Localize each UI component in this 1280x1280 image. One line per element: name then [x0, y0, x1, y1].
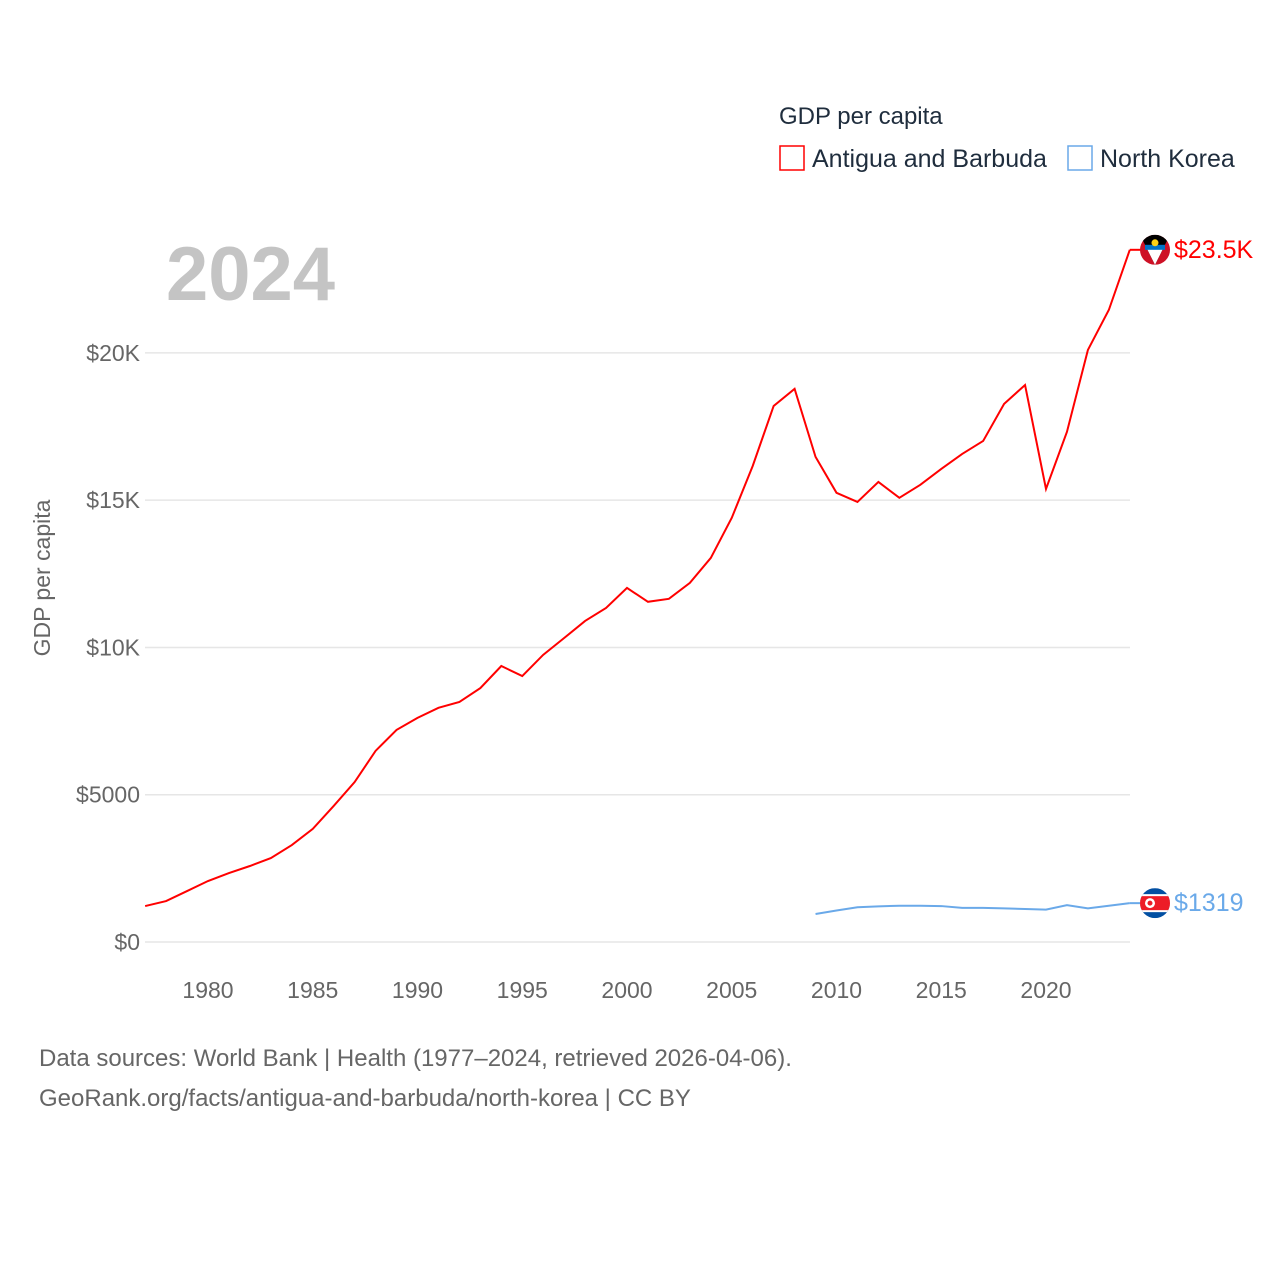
legend-swatch — [779, 145, 805, 171]
x-tick-label: 1985 — [287, 977, 338, 1003]
x-tick-label: 2005 — [706, 977, 757, 1003]
legend-swatch — [1067, 145, 1093, 171]
legend-item[interactable]: North Korea — [1067, 145, 1235, 173]
legend-item[interactable]: Antigua and Barbuda — [779, 145, 1047, 173]
x-tick-label: 2020 — [1020, 977, 1071, 1003]
x-tick-label: 2010 — [811, 977, 862, 1003]
y-tick-label: $10K — [86, 634, 140, 660]
x-tick-label: 1990 — [392, 977, 443, 1003]
legend-label: Antigua and Barbuda — [812, 145, 1047, 173]
legend-label: North Korea — [1100, 145, 1235, 173]
x-tick-label: 1980 — [182, 977, 233, 1003]
series-line — [144, 249, 1131, 908]
end-value-label: $23.5K — [1174, 236, 1254, 264]
y-tick-label: $5000 — [76, 782, 140, 808]
x-tick-label: 2000 — [601, 977, 652, 1003]
end-value-label: $1319 — [1174, 889, 1244, 917]
footer-link[interactable]: GeoRank.org/facts/antigua-and-barbuda/no… — [39, 1085, 691, 1112]
y-tick-label: $0 — [114, 929, 140, 955]
antigua-and-barbuda-flag-icon — [1140, 234, 1170, 265]
north-korea-flag-icon — [1140, 888, 1170, 919]
year-label: 2024 — [166, 232, 335, 317]
y-axis-label: GDP per capita — [29, 499, 55, 656]
footer-source: Data sources: World Bank | Health (1977–… — [39, 1045, 792, 1072]
series-line — [815, 902, 1130, 916]
x-tick-label: 1995 — [497, 977, 548, 1003]
legend-title: GDP per capita — [779, 103, 943, 130]
y-tick-label: $20K — [86, 340, 140, 366]
x-tick-label: 2015 — [916, 977, 967, 1003]
y-tick-label: $15K — [86, 487, 140, 513]
